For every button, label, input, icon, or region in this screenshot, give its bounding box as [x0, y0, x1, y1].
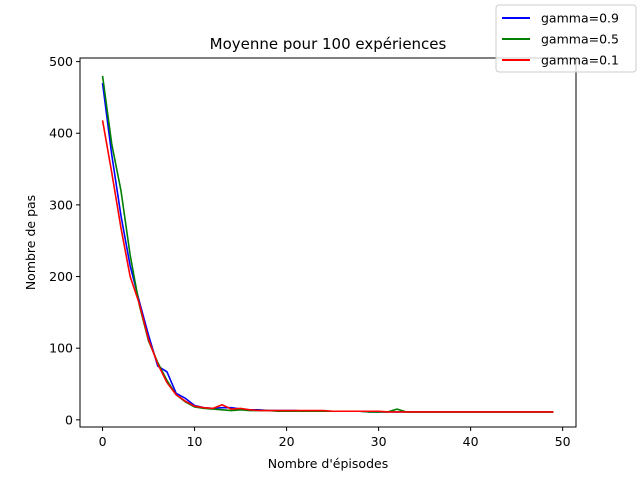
chart-title: Moyenne pour 100 expériences — [210, 35, 447, 53]
plot-frame — [79, 57, 577, 428]
x-axis-label: Nombre d'épisodes — [268, 456, 388, 471]
y-tick-label: 500 — [49, 54, 73, 69]
y-tick-label: 0 — [65, 412, 73, 427]
legend-box — [495, 4, 637, 73]
y-tick-label: 400 — [49, 126, 73, 141]
legend: gamma=0.9 gamma=0.5 gamma=0.1 — [495, 4, 637, 73]
y-tick-label: 100 — [49, 341, 73, 356]
x-tick-label: 40 — [463, 434, 479, 449]
y-tick-label: 300 — [49, 197, 73, 212]
x-axis: 0 10 20 30 40 50 — [99, 427, 571, 449]
y-axis: 0 100 200 300 400 500 — [49, 54, 80, 427]
y-tick-label: 200 — [49, 269, 73, 284]
x-tick-label: 50 — [555, 434, 571, 449]
legend-label-0: gamma=0.9 — [541, 11, 619, 26]
series-line-2 — [101, 120, 554, 413]
x-tick-label: 30 — [371, 434, 387, 449]
plot-lines — [101, 75, 554, 413]
legend-label-1: gamma=0.5 — [541, 32, 619, 47]
y-axis-label: Nombre de pas — [23, 195, 38, 290]
x-tick-label: 20 — [279, 434, 295, 449]
x-tick-label: 0 — [99, 434, 107, 449]
legend-label-2: gamma=0.1 — [541, 53, 619, 68]
x-tick-label: 10 — [187, 434, 203, 449]
